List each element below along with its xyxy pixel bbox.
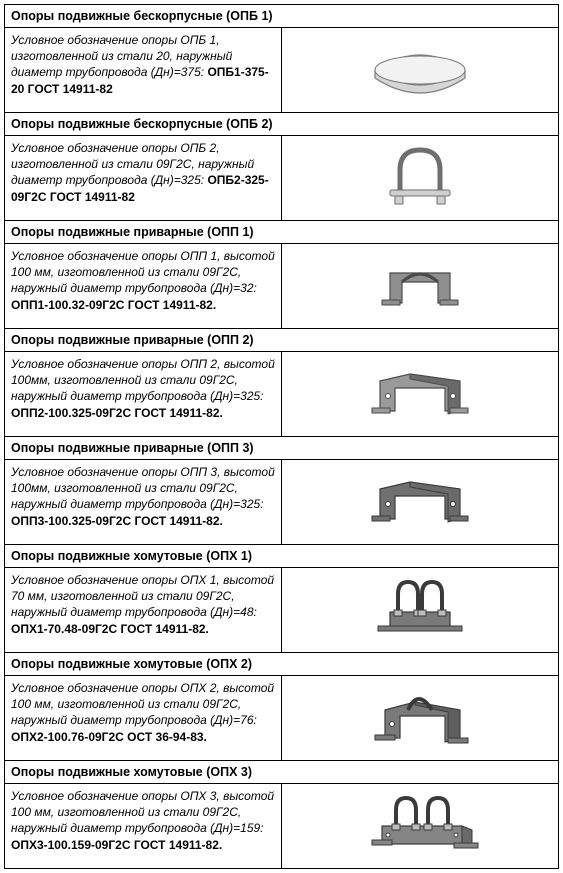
row-description: Условное обозначение опоры ОПП 1, высото… bbox=[11, 249, 275, 295]
catalog-body: Опоры подвижные бескорпусные (ОПБ 1) Усло… bbox=[5, 5, 559, 869]
row-title: Опоры подвижные приварные (ОПП 2) bbox=[5, 329, 559, 352]
row-description-cell: Условное обозначение опоры ОПХ 3, высото… bbox=[5, 784, 282, 869]
row-body: Условное обозначение опоры ОПП 3, высото… bbox=[5, 460, 559, 545]
row-header: Опоры подвижные приварные (ОПП 1) bbox=[5, 221, 559, 244]
row-header: Опоры подвижные хомутовые (ОПХ 2) bbox=[5, 653, 559, 676]
bracket_curved-icon bbox=[360, 248, 480, 318]
clamp_double-icon bbox=[360, 572, 480, 642]
row-code: ОПХ1-70.48-09Г2С ГОСТ 14911-82. bbox=[11, 622, 209, 636]
row-title: Опоры подвижные бескорпусные (ОПБ 2) bbox=[5, 113, 559, 136]
row-title: Опоры подвижные приварные (ОПП 3) bbox=[5, 437, 559, 460]
row-illustration bbox=[282, 136, 559, 221]
row-body: Условное обозначение опоры ОПБ 2, изгото… bbox=[5, 136, 559, 221]
row-description-cell: Условное обозначение опоры ОПХ 1, высото… bbox=[5, 568, 282, 653]
row-body: Условное обозначение опоры ОПБ 1, изгото… bbox=[5, 28, 559, 113]
saddle-icon bbox=[360, 32, 480, 102]
catalog-table: Опоры подвижные бескорпусные (ОПБ 1) Усло… bbox=[4, 4, 559, 869]
row-code: ОПП3-100.325-09Г2С ГОСТ 14911-82. bbox=[11, 514, 223, 528]
row-illustration bbox=[282, 244, 559, 329]
row-description: Условное обозначение опоры ОПБ 1, изгото… bbox=[11, 33, 232, 79]
ubolt-icon bbox=[360, 140, 480, 210]
row-code: ОПП1-100.32-09Г2С ГОСТ 14911-82. bbox=[11, 298, 216, 312]
row-body: Условное обозначение опоры ОПХ 1, высото… bbox=[5, 568, 559, 653]
row-description: Условное обозначение опоры ОПП 3, высото… bbox=[11, 465, 275, 511]
row-header: Опоры подвижные хомутовые (ОПХ 3) bbox=[5, 761, 559, 784]
row-title: Опоры подвижные хомутовые (ОПХ 1) bbox=[5, 545, 559, 568]
row-code: ОПП2-100.325-09Г2С ГОСТ 14911-82. bbox=[11, 406, 223, 420]
row-description: Условное обозначение опоры ОПХ 3, высото… bbox=[11, 789, 274, 835]
row-body: Условное обозначение опоры ОПХ 2, высото… bbox=[5, 676, 559, 761]
row-illustration bbox=[282, 352, 559, 437]
row-description: Условное обозначение опоры ОПП 2, высото… bbox=[11, 357, 275, 403]
bracket_wide-icon bbox=[360, 464, 480, 534]
clamp_box-icon bbox=[360, 680, 480, 750]
row-body: Условное обозначение опоры ОПХ 3, высото… bbox=[5, 784, 559, 869]
row-header: Опоры подвижные приварные (ОПП 3) bbox=[5, 437, 559, 460]
bracket_wide-icon bbox=[360, 356, 480, 426]
row-header: Опоры подвижные бескорпусные (ОПБ 2) bbox=[5, 113, 559, 136]
row-description-cell: Условное обозначение опоры ОПП 3, высото… bbox=[5, 460, 282, 545]
row-description-cell: Условное обозначение опоры ОПП 1, высото… bbox=[5, 244, 282, 329]
row-header: Опоры подвижные бескорпусные (ОПБ 1) bbox=[5, 5, 559, 28]
row-description-cell: Условное обозначение опоры ОПП 2, высото… bbox=[5, 352, 282, 437]
row-description-cell: Условное обозначение опоры ОПБ 2, изгото… bbox=[5, 136, 282, 221]
row-illustration bbox=[282, 784, 559, 869]
clamp_wide-icon bbox=[360, 788, 480, 858]
row-title: Опоры подвижные хомутовые (ОПХ 3) bbox=[5, 761, 559, 784]
row-header: Опоры подвижные приварные (ОПП 2) bbox=[5, 329, 559, 352]
row-description: Условное обозначение опоры ОПХ 1, высото… bbox=[11, 573, 274, 619]
row-description: Условное обозначение опоры ОПХ 2, высото… bbox=[11, 681, 274, 727]
row-illustration bbox=[282, 460, 559, 545]
row-description-cell: Условное обозначение опоры ОПБ 1, изгото… bbox=[5, 28, 282, 113]
row-illustration bbox=[282, 568, 559, 653]
row-title: Опоры подвижные бескорпусные (ОПБ 1) bbox=[5, 5, 559, 28]
row-illustration bbox=[282, 676, 559, 761]
row-description-cell: Условное обозначение опоры ОПХ 2, высото… bbox=[5, 676, 282, 761]
row-code: ОПХ2-100.76-09Г2С ОСТ 36-94-83. bbox=[11, 730, 207, 744]
row-title: Опоры подвижные приварные (ОПП 1) bbox=[5, 221, 559, 244]
row-body: Условное обозначение опоры ОПП 2, высото… bbox=[5, 352, 559, 437]
row-title: Опоры подвижные хомутовые (ОПХ 2) bbox=[5, 653, 559, 676]
row-illustration bbox=[282, 28, 559, 113]
row-header: Опоры подвижные хомутовые (ОПХ 1) bbox=[5, 545, 559, 568]
row-body: Условное обозначение опоры ОПП 1, высото… bbox=[5, 244, 559, 329]
